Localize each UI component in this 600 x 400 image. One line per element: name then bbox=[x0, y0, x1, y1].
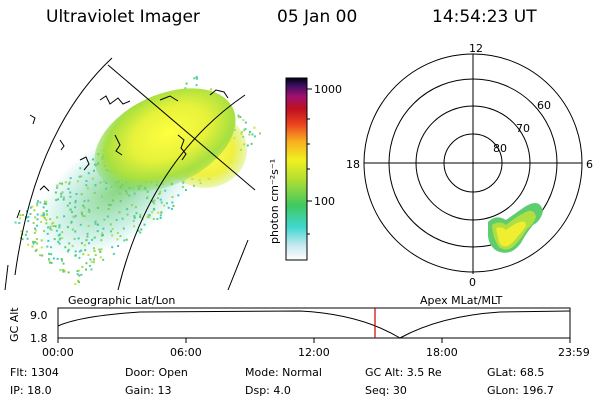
observation-time: 14:54:23 UT bbox=[432, 7, 537, 27]
mlt-label-0: 0 bbox=[469, 276, 476, 289]
geographic-latitude: GLat: 68.5 bbox=[487, 366, 545, 379]
mlt-label-18: 18 bbox=[346, 158, 360, 171]
mlat-label-60: 60 bbox=[537, 99, 551, 112]
intensity-colorbar: 1000 100 photon cm⁻²s⁻¹ bbox=[268, 77, 342, 261]
orbit-ytick-bottom: 1.8 bbox=[30, 332, 48, 345]
ip-value: IP: 18.0 bbox=[10, 384, 52, 397]
orbit-ylabel: GC Alt bbox=[8, 307, 21, 342]
orbit-altitude-strip: GC Alt 9.0 1.8 00:00 06:00 12:00 18:00 2… bbox=[8, 307, 590, 359]
orbit-xtick-0600: 06:00 bbox=[170, 346, 202, 359]
dsp-value: Dsp: 4.0 bbox=[245, 384, 291, 397]
mlat-label-80: 80 bbox=[493, 142, 507, 155]
sequence-number: Seq: 30 bbox=[365, 384, 407, 397]
polar-mlat-mlt-plot: 12 18 6 0 60 70 80 bbox=[346, 42, 593, 289]
orbit-xtick-1200: 12:00 bbox=[298, 346, 330, 359]
orbit-right-title: Apex MLat/MLT bbox=[420, 294, 503, 307]
orbit-ytick-top: 9.0 bbox=[30, 309, 48, 322]
orbit-xtick-0000: 00:00 bbox=[42, 346, 74, 359]
orbit-left-title: Geographic Lat/Lon bbox=[68, 294, 176, 307]
mlat-label-70: 70 bbox=[516, 122, 530, 135]
colorbar-tick-100: 100 bbox=[314, 195, 335, 208]
mode-value: Mode: Normal bbox=[245, 366, 322, 379]
door-status: Door: Open bbox=[125, 366, 188, 379]
observation-date: 05 Jan 00 bbox=[277, 7, 358, 27]
gc-altitude: GC Alt: 3.5 Re bbox=[365, 366, 442, 379]
orbit-xtick-2359: 23:59 bbox=[558, 346, 590, 359]
mlt-label-12: 12 bbox=[469, 42, 483, 55]
colorbar-tick-1000: 1000 bbox=[314, 83, 342, 96]
geographic-longitude: GLon: 196.7 bbox=[487, 384, 554, 397]
flight-number: Flt: 1304 bbox=[10, 366, 59, 379]
instrument-title: Ultraviolet Imager bbox=[46, 7, 200, 27]
orbit-xtick-1800: 18:00 bbox=[426, 346, 458, 359]
gain-value: Gain: 13 bbox=[125, 384, 172, 397]
geographic-aurora-image bbox=[4, 57, 261, 290]
mlt-label-6: 6 bbox=[586, 158, 593, 171]
colorbar-unit-label: photon cm⁻²s⁻¹ bbox=[268, 159, 281, 244]
